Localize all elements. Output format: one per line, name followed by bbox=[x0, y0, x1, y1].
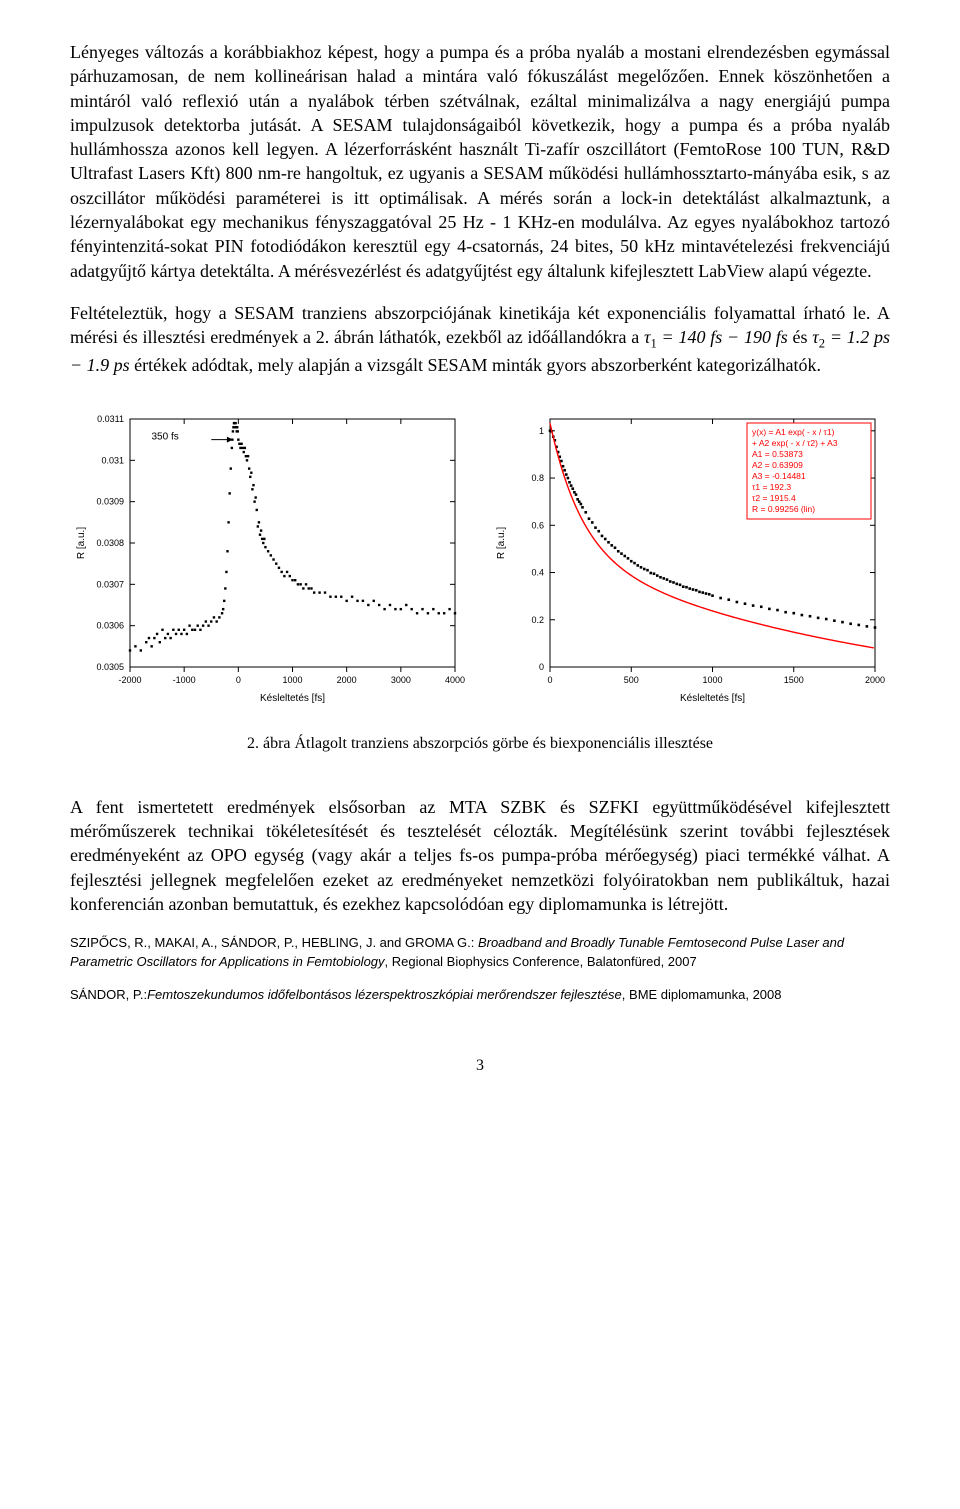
p2-and: és bbox=[793, 327, 813, 347]
svg-text:1000: 1000 bbox=[702, 675, 722, 685]
svg-text:0.6: 0.6 bbox=[531, 520, 544, 530]
svg-text:0.4: 0.4 bbox=[531, 568, 544, 578]
svg-text:0.8: 0.8 bbox=[531, 473, 544, 483]
ref2-title: Femtoszekundumos időfelbontásos lézerspe… bbox=[147, 987, 622, 1002]
svg-text:A1 = 0.53873: A1 = 0.53873 bbox=[752, 449, 803, 459]
svg-text:A3 = -0.14481: A3 = -0.14481 bbox=[752, 471, 806, 481]
svg-text:0.0306: 0.0306 bbox=[96, 621, 124, 631]
ref2-authors: SÁNDOR, P.: bbox=[70, 987, 147, 1002]
svg-text:1: 1 bbox=[539, 426, 544, 436]
svg-text:R [a.u.]: R [a.u.] bbox=[76, 527, 87, 559]
figure-2: -2000 -1000 0 1000 2000 3000 4000 0.0305 0.0306 0… bbox=[70, 407, 890, 707]
ref1-authors: SZIPŐCS, R., MAKAI, A., SÁNDOR, P., HEBL… bbox=[70, 935, 478, 950]
svg-text:A2 = 0.63909: A2 = 0.63909 bbox=[752, 460, 803, 470]
chart-left: -2000 -1000 0 1000 2000 3000 4000 0.0305 0.0306 0… bbox=[70, 407, 470, 707]
svg-text:0.0311: 0.0311 bbox=[97, 414, 124, 424]
svg-text:0.0308: 0.0308 bbox=[96, 538, 124, 548]
ref2-rest: , BME diplomamunka, 2008 bbox=[622, 987, 782, 1002]
svg-text:-2000: -2000 bbox=[118, 675, 141, 685]
svg-text:3000: 3000 bbox=[391, 675, 411, 685]
reference-1: SZIPŐCS, R., MAKAI, A., SÁNDOR, P., HEBL… bbox=[70, 934, 890, 972]
svg-text:0: 0 bbox=[539, 662, 544, 672]
paragraph-1: Lényeges változás a korábbiakhoz képest,… bbox=[70, 40, 890, 283]
svg-text:0.0309: 0.0309 bbox=[96, 497, 124, 507]
svg-text:0: 0 bbox=[547, 675, 552, 685]
svg-text:0: 0 bbox=[236, 675, 241, 685]
chart-right-svg: 0 500 1000 1500 2000 0 0.2 0.4 0.6 0.8 1 Késlelteté… bbox=[490, 407, 890, 707]
svg-text:500: 500 bbox=[624, 675, 639, 685]
svg-text:+ A2 exp( - x / τ2) + A3: + A2 exp( - x / τ2) + A3 bbox=[752, 438, 838, 448]
chart-right: 0 500 1000 1500 2000 0 0.2 0.4 0.6 0.8 1 Késlelteté… bbox=[490, 407, 890, 707]
svg-text:4000: 4000 bbox=[445, 675, 465, 685]
svg-text:2000: 2000 bbox=[337, 675, 357, 685]
svg-text:τ1 = 192.3: τ1 = 192.3 bbox=[752, 482, 791, 492]
svg-text:R = 0.99256 (lin): R = 0.99256 (lin) bbox=[752, 504, 815, 514]
paragraph-2: Feltételeztük, hogy a SESAM tranziens ab… bbox=[70, 301, 890, 377]
page-number: 3 bbox=[70, 1055, 890, 1077]
svg-text:1000: 1000 bbox=[282, 675, 302, 685]
svg-text:Késleltetés [fs]: Késleltetés [fs] bbox=[680, 693, 745, 704]
references: SZIPŐCS, R., MAKAI, A., SÁNDOR, P., HEBL… bbox=[70, 934, 890, 1005]
chart-left-svg: -2000 -1000 0 1000 2000 3000 4000 0.0305 0.0306 0… bbox=[70, 407, 470, 707]
svg-text:τ2 = 1915.4: τ2 = 1915.4 bbox=[752, 493, 796, 503]
paragraph-3: A fent ismertetett eredmények elsősorban… bbox=[70, 795, 890, 916]
svg-text:0.0305: 0.0305 bbox=[96, 662, 124, 672]
figure-2-caption: 2. ábra Átlagolt tranziens abszorpciós g… bbox=[70, 733, 890, 755]
svg-text:2000: 2000 bbox=[865, 675, 885, 685]
svg-text:0.0307: 0.0307 bbox=[96, 579, 124, 589]
tau1-eq: = 140 fs − 190 fs bbox=[657, 327, 788, 347]
svg-text:y(x) = A1 exp( - x / τ1): y(x) = A1 exp( - x / τ1) bbox=[752, 427, 835, 437]
svg-text:1500: 1500 bbox=[784, 675, 804, 685]
svg-text:0.031: 0.031 bbox=[101, 455, 124, 465]
svg-text:350 fs: 350 fs bbox=[152, 432, 179, 443]
reference-2: SÁNDOR, P.:Femtoszekundumos időfelbontás… bbox=[70, 986, 890, 1005]
p2-post: értékek adódtak, mely alapján a vizsgált… bbox=[134, 355, 821, 375]
ref1-rest: , Regional Biophysics Conference, Balato… bbox=[385, 954, 697, 969]
svg-text:0.2: 0.2 bbox=[531, 615, 544, 625]
svg-text:-1000: -1000 bbox=[173, 675, 196, 685]
svg-text:R [a.u.]: R [a.u.] bbox=[496, 527, 507, 559]
svg-text:Késleltetés [fs]: Késleltetés [fs] bbox=[260, 693, 325, 704]
